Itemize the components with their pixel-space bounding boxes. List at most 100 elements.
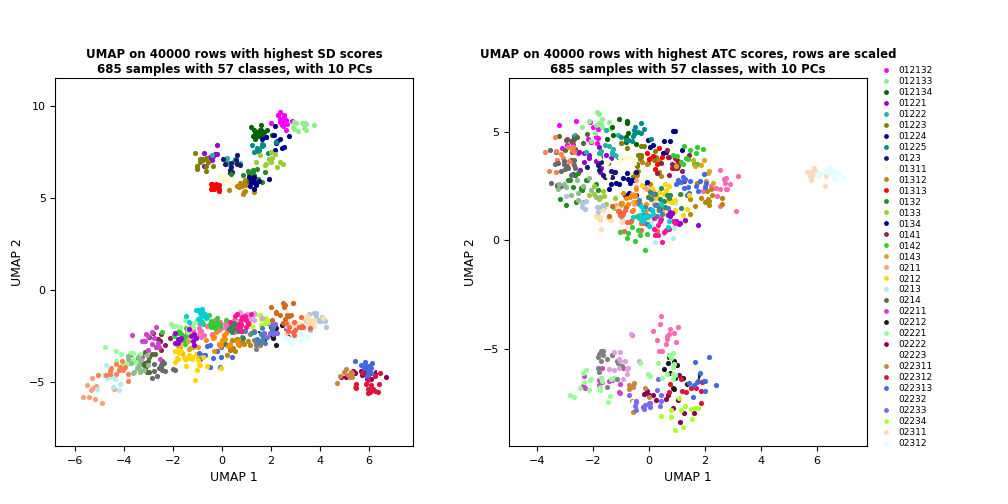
Point <box>378 373 394 382</box>
Point <box>579 148 595 156</box>
Point <box>562 137 579 145</box>
Point <box>682 146 699 154</box>
Point <box>269 137 285 145</box>
Point <box>644 187 660 195</box>
Point <box>246 327 262 335</box>
Point <box>199 322 215 330</box>
Point <box>283 334 299 342</box>
Point <box>613 199 629 207</box>
Point <box>183 353 200 361</box>
Point <box>629 160 645 168</box>
Point <box>251 146 267 154</box>
Point <box>242 169 258 177</box>
Point <box>638 210 654 218</box>
Point <box>246 178 262 186</box>
Point <box>256 329 272 337</box>
Point <box>182 321 199 329</box>
Point <box>202 310 218 319</box>
Point <box>190 366 206 374</box>
Point <box>275 303 291 311</box>
Point <box>229 182 245 190</box>
Point <box>177 362 194 370</box>
Point <box>630 167 646 175</box>
Point <box>295 314 311 322</box>
Point <box>632 119 648 127</box>
Point <box>196 351 212 359</box>
Point <box>221 185 237 193</box>
Point <box>187 376 204 385</box>
Point <box>130 365 146 373</box>
Point <box>192 361 208 369</box>
Point <box>658 148 674 156</box>
Point <box>649 386 665 394</box>
Point <box>642 195 658 203</box>
Point <box>557 136 574 144</box>
Point <box>297 317 313 325</box>
Point <box>170 329 186 337</box>
Point <box>213 364 229 372</box>
Point <box>247 337 263 345</box>
Point <box>336 368 352 376</box>
Point <box>285 322 301 330</box>
Point <box>285 324 301 332</box>
Point <box>96 371 112 379</box>
Point <box>360 368 376 376</box>
Point <box>662 354 678 362</box>
Point <box>617 357 633 365</box>
Point <box>233 327 249 335</box>
Point <box>251 319 267 327</box>
Point <box>372 368 388 376</box>
Point <box>209 141 225 149</box>
Point <box>363 364 379 372</box>
Point <box>304 318 321 326</box>
Point <box>375 354 391 362</box>
Point <box>306 309 323 317</box>
Point <box>128 359 144 367</box>
Point <box>642 188 658 196</box>
Point <box>665 234 681 242</box>
Point <box>640 193 656 201</box>
Point <box>658 332 674 340</box>
Point <box>257 319 273 327</box>
Point <box>592 153 608 161</box>
Point <box>644 391 660 399</box>
Point <box>594 377 610 386</box>
Point <box>676 216 692 224</box>
Point <box>247 310 263 318</box>
Point <box>644 190 660 198</box>
Point <box>687 357 704 365</box>
Point <box>637 212 653 220</box>
Point <box>245 171 261 179</box>
Point <box>617 404 633 412</box>
Point <box>554 154 571 162</box>
Point <box>293 118 309 127</box>
Point <box>251 324 267 332</box>
Point <box>619 169 635 177</box>
Point <box>260 155 276 163</box>
Point <box>170 342 186 350</box>
Point <box>248 341 264 349</box>
Point <box>257 324 273 332</box>
Point <box>191 314 207 323</box>
Point <box>217 160 233 168</box>
Point <box>590 161 606 169</box>
Point <box>581 174 597 182</box>
Point <box>647 147 663 155</box>
Point <box>566 135 583 143</box>
Point <box>379 359 395 367</box>
Point <box>554 144 571 152</box>
Point <box>265 323 281 331</box>
Point <box>192 325 208 333</box>
Point <box>241 176 257 184</box>
Point <box>188 161 205 169</box>
Point <box>681 190 698 198</box>
Point <box>579 176 595 184</box>
Point <box>576 382 592 390</box>
Point <box>291 331 307 339</box>
Point <box>233 338 249 346</box>
Point <box>267 320 283 328</box>
Point <box>231 320 247 328</box>
Point <box>563 156 580 164</box>
Point <box>311 318 328 326</box>
Point <box>700 169 716 177</box>
